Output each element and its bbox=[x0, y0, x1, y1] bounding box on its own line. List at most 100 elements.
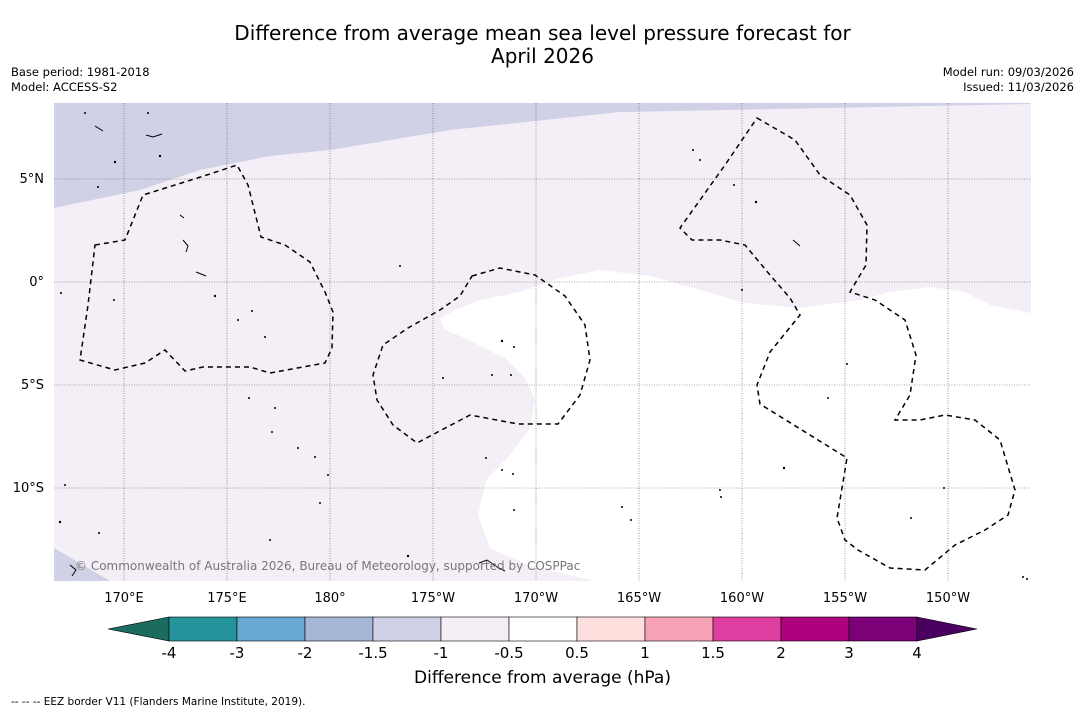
islet bbox=[314, 456, 316, 458]
lat-label: 5°S bbox=[21, 378, 44, 393]
eez-border-tuvalu-kiribati-west bbox=[79, 164, 334, 374]
model-run: Model run: 09/03/2026 bbox=[942, 65, 1074, 79]
islet bbox=[319, 502, 321, 504]
colorbar-label: Difference from average (hPa) bbox=[414, 668, 671, 688]
lon-label: 155°W bbox=[823, 591, 867, 606]
islet bbox=[60, 292, 62, 294]
island bbox=[94, 125, 104, 132]
colorbar-segment bbox=[712, 616, 782, 642]
colorbar: -4 -3 -2 -1.5 -1 -0.5 0.5 1 1.5 2 3 4 bbox=[107, 616, 978, 662]
colorbar-tick-label: -4 bbox=[162, 644, 177, 662]
islet bbox=[692, 149, 694, 151]
lon-label: 175°W bbox=[411, 591, 455, 606]
islet bbox=[58, 520, 62, 524]
islet bbox=[84, 112, 86, 114]
islet bbox=[733, 184, 735, 186]
model-name: Model: ACCESS-S2 bbox=[11, 80, 118, 94]
lon-label: 150°W bbox=[926, 591, 970, 606]
islet bbox=[910, 517, 912, 519]
colorbar-tick-label: -2 bbox=[298, 644, 313, 662]
anomaly-band-minus15-to-minus1 bbox=[54, 103, 1031, 208]
anomaly-band-minus05-to-05 bbox=[440, 270, 1031, 581]
islet bbox=[251, 310, 253, 312]
island bbox=[69, 564, 77, 577]
anomaly-band-minus15-to-minus1-sw bbox=[54, 548, 110, 581]
islet bbox=[113, 160, 117, 164]
islet bbox=[248, 397, 250, 399]
islet bbox=[1022, 576, 1024, 578]
longitude-labels: 170°E 175°E 180° 175°W 170°W 165°W 160°W… bbox=[104, 591, 970, 606]
eez-legend-note: -- -- -- EEZ border V11 (Flanders Marine… bbox=[11, 696, 306, 708]
islet bbox=[98, 532, 100, 534]
chart-title-line1: Difference from average mean sea level p… bbox=[234, 21, 851, 45]
islet bbox=[943, 487, 945, 489]
islet bbox=[158, 154, 162, 158]
lon-label: 170°E bbox=[104, 591, 144, 606]
colorbar-segment bbox=[440, 616, 510, 642]
islet bbox=[406, 554, 410, 558]
graticule bbox=[54, 103, 1031, 581]
islet bbox=[754, 200, 758, 204]
islet bbox=[699, 159, 701, 161]
islet bbox=[327, 474, 329, 476]
islet bbox=[274, 407, 276, 409]
lat-label: 0° bbox=[29, 275, 44, 290]
islet bbox=[741, 289, 743, 291]
lon-label: 175°E bbox=[207, 591, 247, 606]
lat-label: 10°S bbox=[13, 481, 44, 496]
islet bbox=[846, 363, 848, 365]
colorbar-segment bbox=[780, 616, 850, 642]
colorbar-tick-label: 3 bbox=[844, 644, 854, 662]
colorbar-tick-label: -1.5 bbox=[358, 644, 387, 662]
lon-label: 170°W bbox=[514, 591, 558, 606]
islet bbox=[510, 374, 512, 376]
colorbar-tick-label: 2 bbox=[776, 644, 786, 662]
islet bbox=[264, 336, 266, 338]
colorbar-tick-label: 1.5 bbox=[701, 644, 725, 662]
colorbar-tick-label: -1 bbox=[434, 644, 449, 662]
island bbox=[195, 271, 207, 277]
islet bbox=[720, 496, 722, 498]
colorbar-tick-label: -0.5 bbox=[494, 644, 523, 662]
latitude-labels: 5°N 0° 5°S 10°S bbox=[13, 172, 44, 496]
islet bbox=[500, 339, 504, 343]
islet bbox=[512, 473, 514, 475]
islet bbox=[399, 265, 401, 267]
lon-label: 160°W bbox=[720, 591, 764, 606]
eez-border-tokelau bbox=[372, 267, 591, 444]
island bbox=[792, 239, 801, 247]
colorbar-extend-high bbox=[916, 616, 978, 642]
colorbar-tick-label: 0.5 bbox=[565, 644, 589, 662]
islet bbox=[147, 112, 149, 114]
islet bbox=[442, 377, 444, 379]
islet bbox=[621, 506, 623, 508]
colorbar-segment bbox=[848, 616, 918, 642]
islet bbox=[501, 469, 503, 471]
colorbar-extend-low bbox=[107, 616, 170, 642]
islet bbox=[513, 346, 515, 348]
islet bbox=[237, 319, 239, 321]
lon-label: 180° bbox=[314, 591, 345, 606]
islet bbox=[113, 299, 115, 301]
islet bbox=[64, 484, 66, 486]
islet bbox=[1026, 578, 1028, 580]
islet bbox=[827, 397, 829, 399]
eez-border-kiribati-line-islands bbox=[679, 117, 1016, 571]
islet bbox=[630, 519, 632, 521]
colorbar-segment bbox=[168, 616, 238, 642]
colorbar-segment bbox=[508, 616, 578, 642]
island bbox=[478, 559, 506, 572]
islet bbox=[485, 457, 487, 459]
islet bbox=[513, 509, 515, 511]
lat-label: 5°N bbox=[20, 172, 45, 187]
islet bbox=[719, 489, 721, 491]
islet bbox=[782, 466, 786, 470]
island bbox=[179, 214, 185, 219]
island bbox=[182, 239, 189, 253]
islet bbox=[97, 186, 99, 188]
colorbar-segment bbox=[644, 616, 714, 642]
colorbar-segment bbox=[372, 616, 442, 642]
colorbar-tick-label: 4 bbox=[912, 644, 922, 662]
islet bbox=[269, 539, 271, 541]
